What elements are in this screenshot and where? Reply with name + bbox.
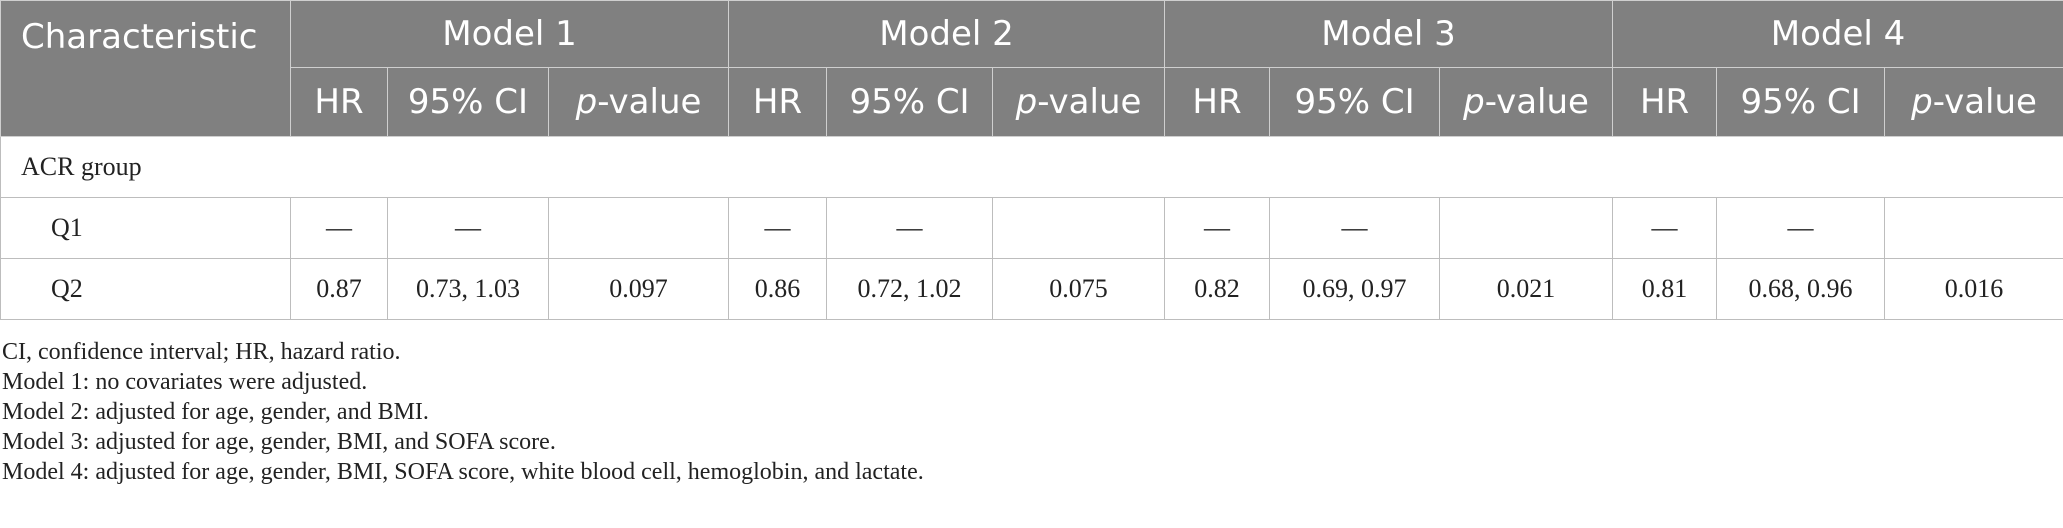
table-cell: 0.021 <box>1439 258 1614 320</box>
table-cell: 0.81 <box>1612 258 1718 320</box>
p-value-header: p-value <box>992 67 1166 137</box>
table-cell: — <box>1716 197 1886 259</box>
ci-header: 95% CI <box>826 67 994 137</box>
table-cell: — <box>387 197 549 259</box>
p-value-header: p-value <box>1439 67 1614 137</box>
p-letter: p <box>575 82 598 122</box>
p-value-header: p-value <box>1884 67 2063 137</box>
table-cell: — <box>826 197 994 259</box>
ci-header: 95% CI <box>387 67 549 137</box>
hr-header: HR <box>1612 67 1718 137</box>
table-cell: 0.82 <box>1164 258 1271 320</box>
p-value-suffix: -value <box>597 82 702 122</box>
table-cell <box>1884 197 2063 259</box>
table-cell: 0.87 <box>290 258 388 320</box>
table-body: Q1— — — — — — — — Q2 0.87 0.73, 1.03 0.097 0.86 0.72,… <box>0 197 2063 320</box>
table-row: Q1— — — — — — — — <box>0 197 2063 259</box>
table-cell: — <box>728 197 828 259</box>
characteristic-header: Characteristic <box>0 0 291 137</box>
table-cell: 0.016 <box>1884 258 2063 320</box>
results-table: Characteristic Model 1 Model 2 Model 3 M… <box>0 0 2063 320</box>
p-value-suffix: -value <box>1037 82 1142 122</box>
p-value-header: p-value <box>547 67 730 137</box>
group-row: ACR group <box>0 136 2063 198</box>
p-letter: p <box>1463 82 1485 122</box>
model-2-header: Model 2 <box>728 0 1166 68</box>
table-cell: 0.075 <box>992 258 1166 320</box>
table-cell <box>547 197 730 259</box>
table-cell: 0.86 <box>728 258 828 320</box>
ci-header: 95% CI <box>1716 67 1886 137</box>
model-3-header: Model 3 <box>1164 0 1614 68</box>
table-footnotes: CI, confidence interval; HR, hazard rati… <box>2 337 924 487</box>
hr-header: HR <box>290 67 388 137</box>
p-letter: p <box>1015 82 1038 122</box>
model-4-header: Model 4 <box>1612 0 2063 68</box>
footnote-line: Model 1: no covariates were adjusted. <box>2 369 368 395</box>
table-cell: 0.097 <box>547 258 730 320</box>
table-cell: — <box>1164 197 1271 259</box>
table-cell: — <box>290 197 388 259</box>
table-cell: 0.73, 1.03 <box>387 258 549 320</box>
footnote-line: CI, confidence interval; HR, hazard rati… <box>2 339 401 365</box>
p-value-suffix: -value <box>1932 82 2037 122</box>
p-value-suffix: -value <box>1484 82 1589 122</box>
table-cell: 0.68, 0.96 <box>1716 258 1886 320</box>
row-label: Q2 <box>0 258 291 320</box>
table-cell <box>1439 197 1614 259</box>
footnote-line: Model 3: adjusted for age, gender, BMI, … <box>2 429 556 455</box>
table-cell <box>992 197 1166 259</box>
hr-header: HR <box>728 67 828 137</box>
header-row-models: Characteristic Model 1 Model 2 Model 3 M… <box>0 0 2063 137</box>
header-row-stats: HR 95% CI p-value HR 95% CI p-value HR 95% CI p-… <box>1 67 2063 137</box>
footnote-line: Model 4: adjusted for age, gender, BMI, … <box>2 459 924 485</box>
footnote-line: Model 2: adjusted for age, gender, and B… <box>2 399 429 425</box>
ci-header: 95% CI <box>1269 67 1441 137</box>
model-1-header: Model 1 <box>289 0 730 68</box>
table-cell: — <box>1269 197 1441 259</box>
table-cell: — <box>1612 197 1718 259</box>
table-cell: 0.72, 1.02 <box>826 258 994 320</box>
p-letter: p <box>1911 82 1933 122</box>
table-cell: 0.69, 0.97 <box>1269 258 1441 320</box>
hr-header: HR <box>1164 67 1271 137</box>
group-label: ACR group <box>0 136 2063 198</box>
table-row: Q2 0.87 0.73, 1.03 0.097 0.86 0.72, 1.02 0.075… <box>0 258 2063 320</box>
row-label: Q1 <box>0 197 291 259</box>
